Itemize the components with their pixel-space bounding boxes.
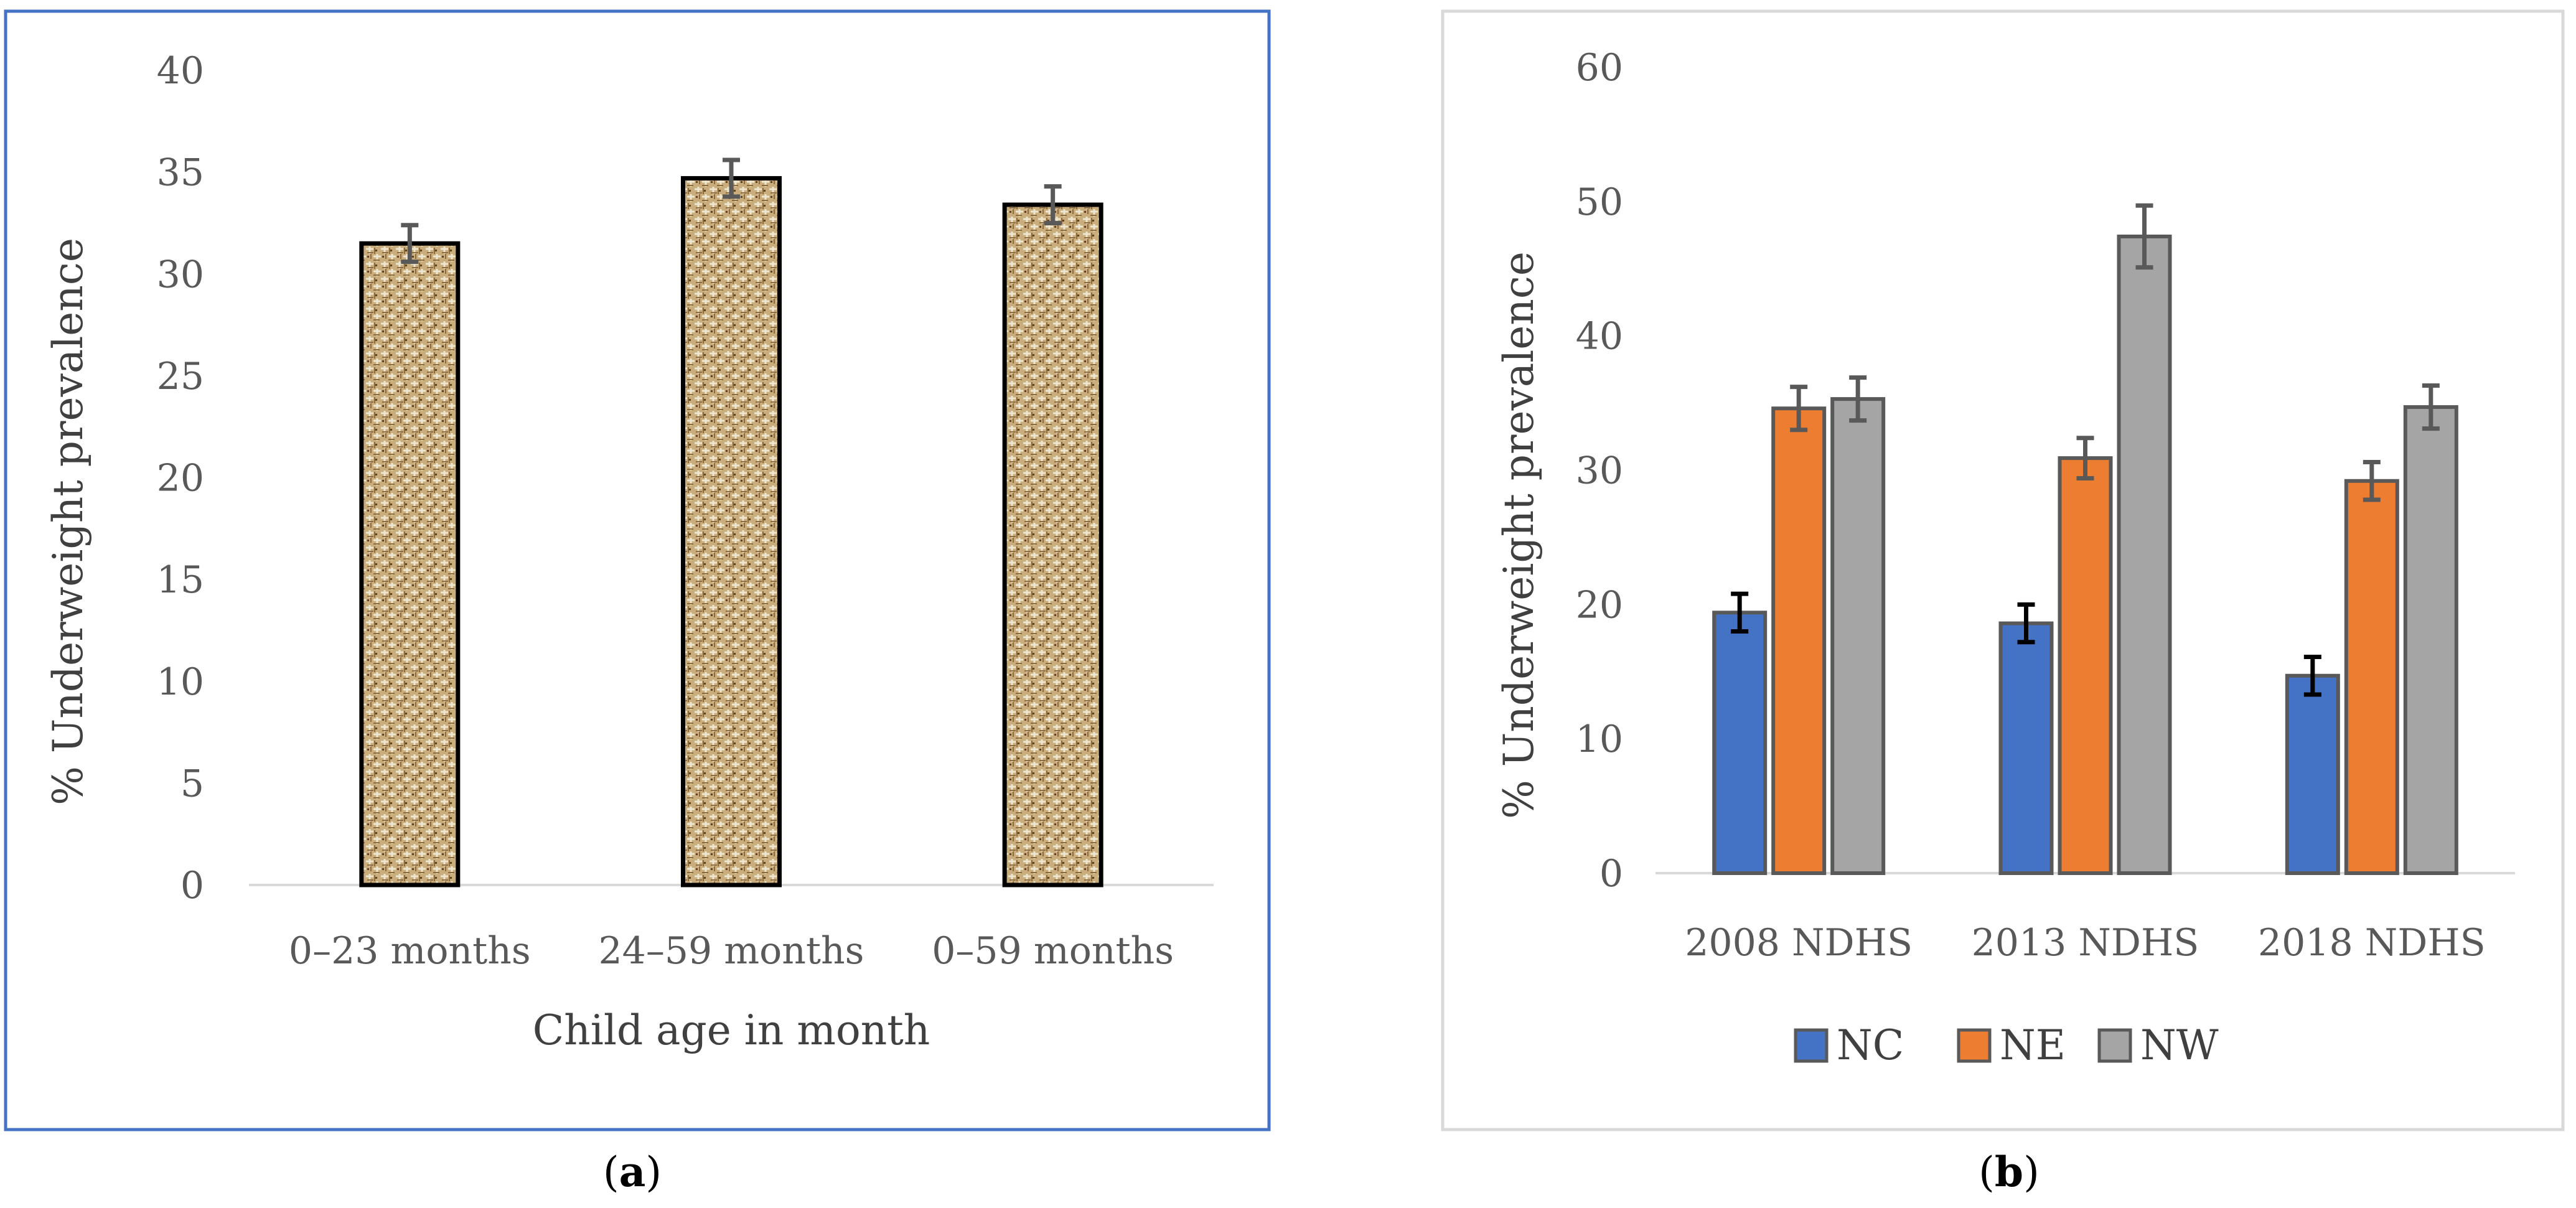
chart-a-ytick: 40 [157, 49, 204, 93]
chart-b-bar-ne [1771, 406, 1827, 875]
chart-b-ylabel: % Underweight prevalence [1495, 251, 1543, 819]
chart-b-xtick: 2008 NDHS [1685, 921, 1913, 965]
panel-b-caption: (b) [1979, 1148, 2040, 1196]
panel-a-caption: (a) [603, 1148, 662, 1196]
chart-b-legend: NC NE NW [1794, 1021, 2219, 1069]
chart-b-ytick: 30 [1576, 449, 1623, 493]
chart-b-bar-ne [2058, 456, 2113, 875]
chart-b-xtick: 2018 NDHS [2258, 921, 2486, 965]
legend-swatch-nc [1794, 1028, 1829, 1063]
chart-b-bar-ne [2344, 479, 2399, 875]
legend-label-ne: NE [2000, 1021, 2066, 1069]
chart-a-bar [681, 176, 782, 887]
chart-b-bar-nw [2403, 405, 2458, 875]
chart-b-ytick: 0 [1599, 852, 1623, 896]
chart-b-ytick: 60 [1576, 46, 1623, 90]
chart-b-ytick: 10 [1576, 718, 1623, 761]
panel-a-letter: a [619, 1148, 646, 1196]
chart-a-ytick: 0 [180, 864, 204, 907]
chart-a-xtick: 0–59 months [932, 929, 1174, 973]
chart-a-ytick: 30 [157, 253, 204, 296]
chart-b-ytick: 20 [1576, 583, 1623, 627]
legend-label-nw: NW [2140, 1021, 2219, 1069]
chart-b: % Underweight prevalence NC NE NW 0 10 20 30 4… [1495, 46, 2515, 1069]
panel-b-letter: b [1995, 1148, 2023, 1196]
chart-b-ytick: 40 [1576, 315, 1623, 358]
chart-a-ytick: 25 [157, 355, 204, 398]
legend-swatch-ne [1957, 1028, 1992, 1063]
legend-swatch-nw [2097, 1028, 2132, 1063]
chart-a-xtick: 24–59 months [599, 929, 864, 973]
chart-a-ytick: 15 [157, 558, 204, 602]
chart-a-bar [359, 241, 461, 887]
chart-a-xtick: 0–23 months [289, 929, 531, 973]
chart-a-ytick: 5 [180, 762, 204, 805]
chart-a-ylabel: % Underweight prevalence [44, 238, 92, 805]
chart-b-bar-nc [1998, 621, 2054, 875]
legend-label-nc: NC [1837, 1021, 1904, 1069]
chart-a: % Underweight prevalence Child age in mo… [44, 49, 1214, 1054]
chart-a-bar [1002, 202, 1103, 887]
chart-a-ytick: 35 [157, 151, 204, 195]
chart-b-bar-nc [2285, 673, 2340, 875]
chart-b-ytick: 50 [1576, 180, 1623, 224]
chart-a-ytick: 20 [157, 457, 204, 500]
chart-b-bar-nc [1712, 611, 1768, 875]
chart-b-bar-nw [2117, 234, 2172, 875]
chart-a-xlabel: Child age in month [533, 1006, 930, 1054]
chart-b-xtick: 2013 NDHS [1972, 921, 2199, 965]
chart-a-ytick: 10 [157, 660, 204, 704]
chart-b-bar-nw [1830, 397, 1886, 875]
